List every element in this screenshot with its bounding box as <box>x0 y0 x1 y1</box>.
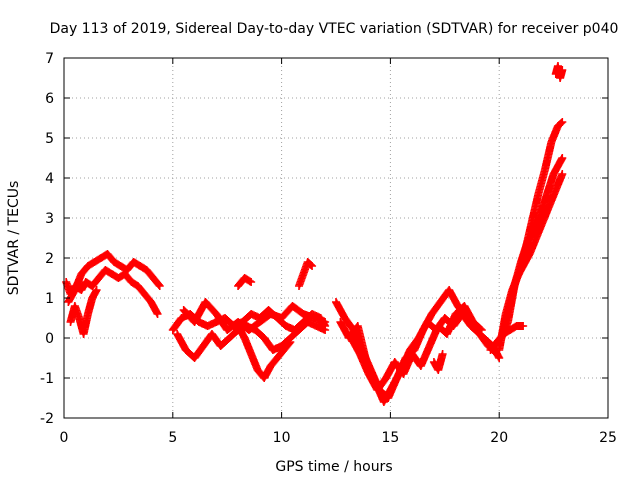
data-point <box>155 282 164 290</box>
data-marks <box>62 62 567 406</box>
y-tick-label: 7 <box>45 51 54 67</box>
data-point <box>558 118 567 126</box>
series-track-c <box>66 286 101 338</box>
x-tick-label: 15 <box>381 430 399 446</box>
data-point <box>286 338 295 346</box>
y-tick-label: 2 <box>45 251 54 267</box>
x-tick-label: 20 <box>490 430 508 446</box>
x-tick-labels: 0 5 10 15 20 25 <box>60 430 617 446</box>
y-axis-label: SDTVAR / TECUs <box>6 181 22 296</box>
series-track-h <box>234 274 256 290</box>
x-tick-label: 5 <box>168 430 177 446</box>
data-point <box>477 326 486 334</box>
data-point <box>558 154 567 162</box>
series-track-q <box>486 322 528 354</box>
y-tick-label: 0 <box>45 331 54 347</box>
series-track-f <box>179 298 330 334</box>
data-point <box>247 278 256 286</box>
series-track-r <box>551 62 567 82</box>
y-tick-label: -2 <box>40 411 54 427</box>
y-tick-labels: -2 -1 0 1 2 3 4 5 6 7 <box>40 51 54 427</box>
y-tick-label: -1 <box>40 371 54 387</box>
series-track-m <box>429 350 447 374</box>
series-track-i <box>295 258 317 290</box>
data-point <box>285 339 294 348</box>
x-axis-label: GPS time / hours <box>275 459 392 475</box>
chart-title: Day 113 of 2019, Sidereal Day-to-day VTE… <box>50 21 619 37</box>
x-tick-label: 0 <box>60 430 69 446</box>
y-tick-label: 6 <box>45 91 54 107</box>
data-point <box>154 280 163 289</box>
series-track-b <box>64 250 164 306</box>
data-point <box>308 262 317 270</box>
series-track-a <box>62 266 162 318</box>
data-point <box>321 326 330 334</box>
series-track-l <box>347 302 486 394</box>
x-tick-label: 10 <box>273 430 291 446</box>
data-point <box>519 322 528 330</box>
data-point <box>491 349 500 357</box>
data-point <box>557 119 566 127</box>
data-point <box>558 66 567 74</box>
x-tick-label: 25 <box>599 430 617 446</box>
data-point <box>153 310 162 318</box>
y-tick-label: 1 <box>45 291 54 307</box>
series-track-g <box>234 322 295 382</box>
data-point <box>321 318 330 326</box>
plot-frame <box>63 57 609 419</box>
y-tick-label: 5 <box>45 131 54 147</box>
series-track-p <box>499 170 567 334</box>
data-point <box>438 350 447 358</box>
y-tick-label: 4 <box>45 171 54 187</box>
axis-ticks <box>63 57 609 419</box>
data-point <box>92 286 101 294</box>
data-point <box>558 170 567 178</box>
y-tick-label: 3 <box>45 211 54 227</box>
data-point <box>306 261 315 269</box>
data-point <box>476 325 485 333</box>
